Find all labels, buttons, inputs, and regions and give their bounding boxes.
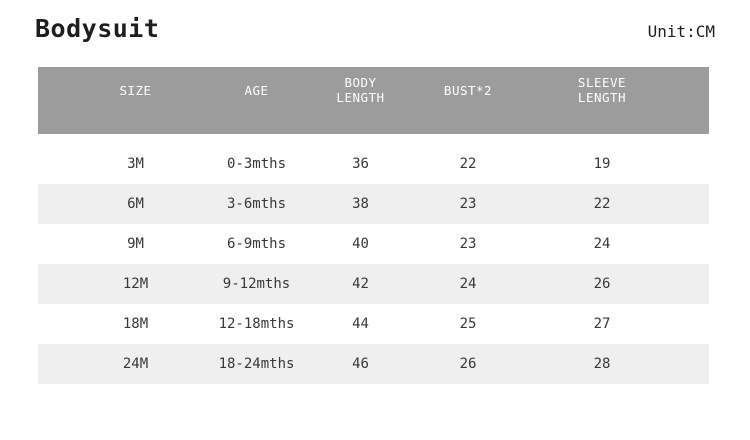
header-cell-bust: BUST*2 [443, 82, 493, 98]
table-row-3m: 3M 0-3mths 36 22 19 [38, 144, 709, 184]
table-header-row: SIZE AGE BODY LENGTH BUST*2 SLEEVE LENGT… [38, 67, 709, 134]
cell-age: 6-9mths [227, 236, 287, 252]
cell-size: 12M [122, 276, 149, 292]
cell-body-length: 42 [352, 276, 369, 292]
cell-age: 0-3mths [227, 156, 287, 172]
cell-age: 3-6mths [227, 196, 287, 212]
cell-body-length: 44 [352, 316, 369, 332]
table-row-18m: 18M 12-18mths 44 25 27 [38, 304, 709, 344]
table-row-9m: 9M 6-9mths 40 23 24 [38, 224, 709, 264]
header-cell-size: SIZE [119, 82, 152, 98]
table-row-6m: 6M 3-6mths 38 23 22 [38, 184, 709, 224]
cell-size: 9M [127, 236, 144, 252]
cell-sleeve-length: 26 [593, 276, 611, 292]
cell-bust: 26 [459, 356, 477, 372]
size-chart-page: Bodysuit Unit:CM SIZE AGE BODY LENGTH BU… [0, 0, 750, 384]
cell-sleeve-length: 27 [593, 316, 611, 332]
header-cell-age: AGE [244, 82, 269, 98]
cell-bust: 23 [459, 196, 477, 212]
page-header: Bodysuit Unit:CM [0, 0, 750, 46]
cell-bust: 24 [459, 276, 477, 292]
size-table: SIZE AGE BODY LENGTH BUST*2 SLEEVE LENGT… [38, 67, 709, 384]
cell-age: 9-12mths [222, 276, 291, 292]
cell-bust: 23 [459, 236, 477, 252]
cell-body-length: 38 [352, 196, 369, 212]
cell-body-length: 36 [352, 156, 369, 172]
cell-size: 18M [122, 316, 149, 332]
cell-bust: 25 [459, 316, 477, 332]
header-cell-body-length: BODY LENGTH [336, 75, 385, 105]
cell-size: 6M [127, 196, 144, 212]
header-cell-sleeve-length: SLEEVE LENGTH [577, 75, 627, 105]
cell-body-length: 40 [352, 236, 369, 252]
table-row-24m: 24M 18-24mths 46 26 28 [38, 344, 709, 384]
cell-sleeve-length: 22 [593, 196, 611, 212]
cell-size: 3M [127, 156, 144, 172]
cell-sleeve-length: 28 [593, 356, 611, 372]
cell-size: 24M [122, 356, 149, 372]
page-title: Bodysuit [35, 14, 160, 43]
unit-label: Unit:CM [647, 22, 715, 41]
header-gap [38, 134, 709, 144]
cell-body-length: 46 [352, 356, 369, 372]
cell-sleeve-length: 19 [593, 156, 611, 172]
cell-sleeve-length: 24 [593, 236, 611, 252]
cell-bust: 22 [459, 156, 477, 172]
cell-age: 12-18mths [218, 316, 295, 332]
table-row-12m: 12M 9-12mths 42 24 26 [38, 264, 709, 304]
cell-age: 18-24mths [218, 356, 295, 372]
